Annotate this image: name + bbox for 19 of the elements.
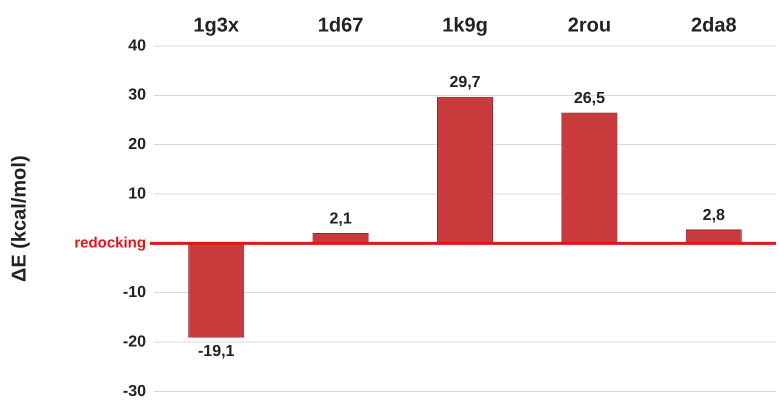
y-tick-label: -20 (122, 333, 146, 350)
y-tick-label: 40 (128, 37, 146, 54)
x-tick-label: 2da8 (691, 14, 737, 37)
data-label: 29,7 (449, 74, 481, 92)
x-tick-label: 1k9g (442, 14, 488, 37)
data-label: 2,8 (702, 206, 726, 224)
y-tick-label: 30 (128, 86, 146, 104)
x-tick-label: 2rou (568, 14, 612, 37)
y-axis-title: ΔE (kcal/mol) (8, 155, 31, 282)
ref-line-label: redocking (74, 234, 146, 252)
data-label: -19,1 (198, 343, 235, 360)
x-tick-label: 1d67 (318, 14, 364, 37)
data-label: 2,1 (329, 210, 352, 228)
data-label: 26,5 (574, 90, 606, 108)
y-tick-label: 10 (128, 185, 146, 202)
x-tick-label: 1g3x (193, 14, 239, 37)
y-tick-label: 20 (128, 136, 146, 154)
y-tick-label: -30 (122, 382, 146, 400)
y-tick-label: -10 (122, 284, 146, 302)
